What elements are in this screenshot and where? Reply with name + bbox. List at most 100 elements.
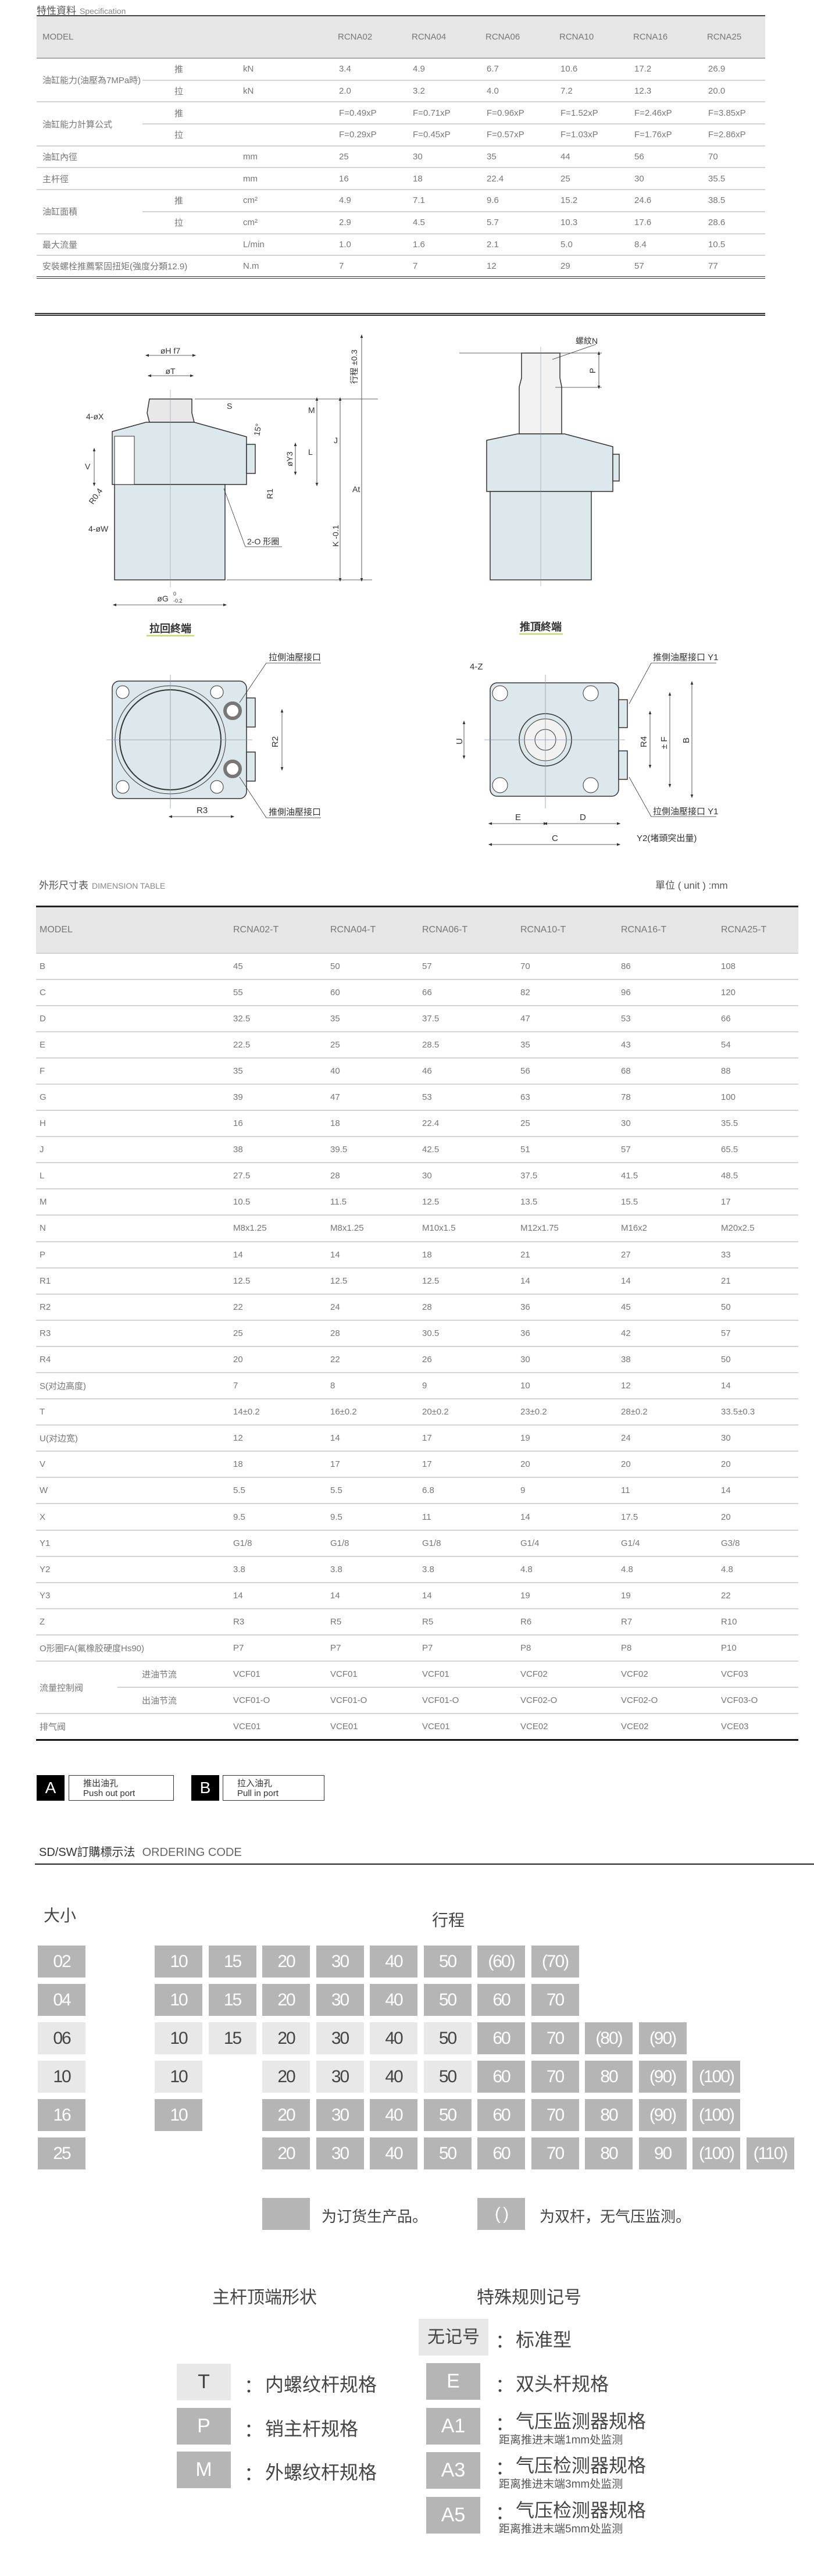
stroke-option[interactable]: (70) [531,1946,579,1978]
size-option[interactable]: 02 [38,1946,85,1978]
stroke-option[interactable]: 50 [423,2099,472,2131]
stroke-option[interactable]: 10 [155,2061,202,2093]
value-cell: F=1.03xP [556,124,630,147]
stroke-option[interactable]: 50 [423,2061,472,2093]
value-cell: 57 [630,255,704,279]
stroke-option[interactable]: 20 [262,2061,310,2093]
stroke-option[interactable]: 30 [316,2099,364,2131]
value-cell: VCE01 [419,1713,517,1741]
value-cell: 30 [419,1163,517,1190]
value-cell: 20 [517,1451,617,1478]
stroke-option[interactable]: 30 [316,1984,364,2016]
stroke-option[interactable]: 80 [585,2137,633,2169]
stroke-option[interactable]: (100) [692,2137,740,2169]
stroke-option[interactable]: 70 [531,2137,579,2169]
dim-row: H 16 18 22.4 25 30 35.5 [36,1110,798,1138]
stroke-option[interactable]: 90 [638,2137,687,2169]
stroke-option[interactable]: 50 [423,1984,472,2016]
dimension-drawings: øH f7 øT S M J L 行程 ±0.3 At K -0.1 4-øX … [85,334,719,846]
stroke-option[interactable]: 50 [423,1946,472,1978]
value-cell: 42 [617,1320,717,1347]
stroke-option[interactable]: 20 [262,2022,310,2054]
stroke-option[interactable]: (80) [585,2022,633,2054]
stroke-option[interactable]: 30 [316,1946,364,1978]
stroke-option[interactable]: 10 [155,1946,202,1978]
rod-end-text: 外螺纹杆规格 [265,2462,377,2483]
row-label: P [36,1241,230,1269]
size-option[interactable]: 04 [38,1984,85,2016]
label-oring: 2-O 形圈 [247,537,279,546]
stroke-option[interactable]: (100) [692,2099,740,2131]
value-cell: 45 [617,1294,717,1321]
stroke-option[interactable]: 80 [585,2061,633,2093]
value-cell: P8 [517,1634,617,1662]
stroke-option[interactable]: 20 [262,1984,310,2016]
stroke-option[interactable]: (100) [692,2061,740,2093]
stroke-option[interactable]: 30 [316,2061,364,2093]
stroke-option[interactable]: 40 [370,2099,417,2131]
row-sub-label: 拉 [142,211,238,234]
value-cell: 14 [230,1582,327,1609]
dim-row: N M8x1.25 M8x1.25 M10x1.5 M12x1.75 M16x2 M20x2… [36,1215,798,1242]
row-label: T [36,1399,230,1426]
size-option[interactable]: 06 [38,2022,85,2054]
stroke-option[interactable]: (90) [638,2061,687,2093]
stroke-option[interactable]: 70 [531,2061,579,2093]
stroke-option[interactable]: 30 [316,2137,364,2169]
spec-title: 特性資料 Specification [37,5,126,16]
stroke-option[interactable]: 40 [370,1984,417,2016]
value-cell: 25 [327,1031,419,1059]
value-cell: 28.6 [704,211,766,234]
value-cell: 5.5 [327,1477,419,1505]
row-unit: L/min [238,233,335,256]
stroke-option[interactable]: 60 [477,1984,525,2016]
stroke-option[interactable]: 70 [531,2099,579,2131]
size-option[interactable]: 16 [38,2099,85,2131]
stroke-option[interactable]: 40 [370,2022,417,2054]
stroke-option[interactable]: 60 [477,2061,525,2093]
rod-end-heading: 主杆顶端形状 [212,2288,317,2307]
value-cell: 14 [327,1425,419,1452]
stroke-option[interactable]: 60 [477,2022,525,2054]
size-option[interactable]: 10 [38,2061,85,2093]
stroke-option[interactable]: 20 [262,1946,310,1978]
stroke-option[interactable]: (60) [477,1946,525,1978]
stroke-option[interactable]: 40 [370,2137,417,2169]
row-unit: kN [238,80,335,103]
stroke-option[interactable]: 10 [155,2099,202,2131]
stroke-option[interactable]: 20 [262,2137,310,2169]
header-cell: RCNA16 [630,16,704,59]
value-cell: F=0.71xP [408,102,483,125]
ordering-divider [35,1864,814,1865]
stroke-option[interactable]: 50 [423,2137,472,2169]
stroke-option[interactable]: 30 [316,2022,364,2054]
stroke-option[interactable]: 60 [477,2099,525,2131]
stroke-option[interactable]: 70 [531,1984,579,2016]
value-cell: 17.2 [630,58,704,81]
value-cell: F=0.49xP [334,102,409,125]
size-option[interactable]: 25 [38,2137,85,2169]
value-cell: 25 [517,1110,617,1138]
stroke-option[interactable]: 20 [262,2099,310,2131]
stroke-option[interactable]: 70 [531,2022,579,2054]
stroke-option[interactable]: 10 [155,2022,202,2054]
value-cell: 96 [617,979,717,1006]
stroke-option[interactable]: 15 [208,1946,256,1978]
value-cell: 66 [717,1005,798,1032]
header-cell: RCNA02-T [230,906,327,954]
stroke-option[interactable]: 40 [370,1946,417,1978]
stroke-option[interactable]: 40 [370,2061,417,2093]
port-b-label: 拉入油孔 Pull in port [223,1775,324,1801]
stroke-option[interactable]: 15 [208,2022,256,2054]
stroke-option[interactable]: 80 [585,2099,633,2131]
stroke-option[interactable]: (110) [746,2137,794,2169]
stroke-option[interactable]: (90) [638,2099,687,2131]
stroke-option[interactable]: 60 [477,2137,525,2169]
stroke-option[interactable]: 10 [155,1984,202,2016]
label-c: C [552,833,558,843]
value-cell: 33.5±0.3 [717,1399,798,1426]
value-cell: 11 [419,1503,517,1531]
stroke-option[interactable]: 15 [208,1984,256,2016]
stroke-option[interactable]: 50 [423,2022,472,2054]
stroke-option[interactable]: (90) [638,2022,687,2054]
